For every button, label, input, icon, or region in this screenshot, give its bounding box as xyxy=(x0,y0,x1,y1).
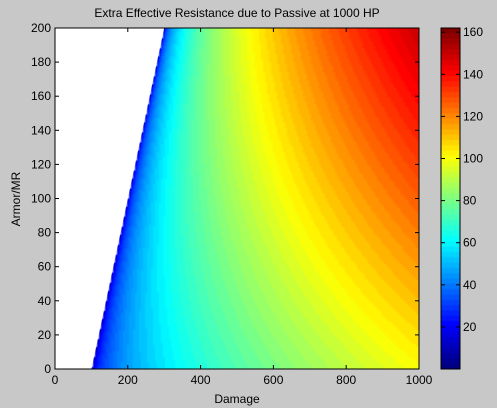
plot-area xyxy=(54,27,420,370)
x-tick-label: 800 xyxy=(336,373,356,387)
y-tick-label: 180 xyxy=(31,55,51,69)
colorbar-gradient xyxy=(441,28,460,369)
y-axis: 0 20 40 60 80 100 120 140 160 180 200 xyxy=(31,21,419,376)
x-axis-label: Damage xyxy=(214,392,260,406)
y-tick-label: 120 xyxy=(31,157,51,171)
y-tick-label: 20 xyxy=(38,328,52,342)
y-tick-label: 0 xyxy=(44,362,51,376)
x-tick-label: 0 xyxy=(52,373,59,387)
colorbar-ticks: 20 40 60 80 100 120 140 160 xyxy=(441,25,483,334)
y-tick-label: 60 xyxy=(38,260,52,274)
colorbar-tick-label: 120 xyxy=(463,109,483,123)
y-tick-label: 40 xyxy=(38,294,52,308)
x-axis: 0 200 400 600 800 1000 xyxy=(52,28,433,387)
y-axis-label: Armor/MR xyxy=(9,171,23,226)
y-tick-label: 80 xyxy=(38,226,52,240)
x-tick-label: 600 xyxy=(263,373,283,387)
x-tick-label: 400 xyxy=(191,373,211,387)
colorbar-tick-label: 60 xyxy=(463,236,477,250)
x-tick-label: 200 xyxy=(118,373,138,387)
colorbar: 20 40 60 80 100 120 140 160 xyxy=(440,25,483,370)
y-tick-label: 100 xyxy=(31,192,51,206)
colorbar-frame xyxy=(440,27,461,370)
y-tick-label: 140 xyxy=(31,123,51,137)
y-tick-label: 160 xyxy=(31,89,51,103)
colorbar-tick-label: 80 xyxy=(463,194,477,208)
colorbar-tick-label: 160 xyxy=(463,25,483,39)
y-tick-label: 200 xyxy=(31,21,51,35)
x-tick-label: 1000 xyxy=(406,373,433,387)
colorbar-tick-label: 100 xyxy=(463,152,483,166)
chart-title: Extra Effective Resistance due to Passiv… xyxy=(94,6,379,20)
colorbar-tick-label: 20 xyxy=(463,320,477,334)
colorbar-tick-label: 40 xyxy=(463,278,477,292)
undefined-region xyxy=(55,28,165,369)
colorbar-tick-label: 140 xyxy=(463,67,483,81)
